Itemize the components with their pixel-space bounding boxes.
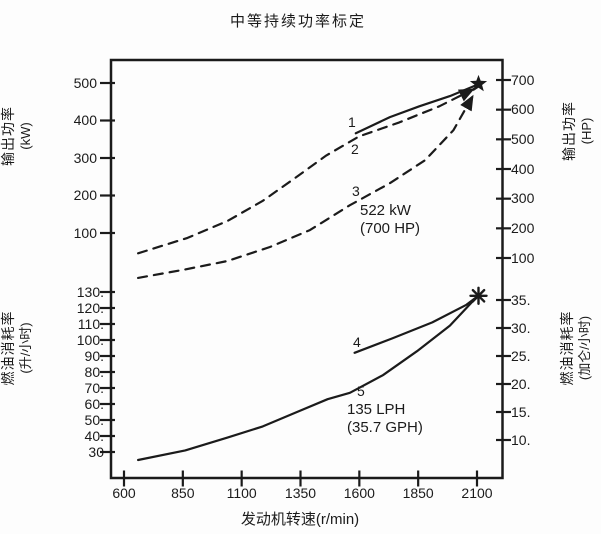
fuel-lph-tick: 60. xyxy=(84,395,104,412)
asterisk-marker xyxy=(471,288,486,303)
axis-label-text: 燃油消耗率 xyxy=(0,310,16,386)
fuel-lph-tick: 120. xyxy=(76,299,104,316)
power-hp-tick: 200 xyxy=(511,219,535,236)
annotation-line: (35.7 GPH) xyxy=(347,419,423,436)
fuel-gph-tick: 20. xyxy=(511,375,531,392)
power-hp-tick: 700 xyxy=(511,71,535,88)
power-hp-tick: 300 xyxy=(511,190,535,207)
star-marker xyxy=(469,74,488,92)
fuel-gph-tick: 30. xyxy=(511,319,531,336)
fuel-gph-tick: 25. xyxy=(511,347,531,364)
fuel-gph-tick: 35. xyxy=(511,291,531,308)
left-fuel-axis-label: 燃油消耗率 (升/小时) xyxy=(0,302,34,394)
left-power-axis-label: 输出功率 (kW) xyxy=(0,96,34,176)
axis-unit-text: (HP) xyxy=(579,117,594,145)
curve-label-5: 5 xyxy=(357,383,365,399)
rpm-tick: 600 xyxy=(112,485,136,501)
axis-unit-text: (加仑/小时) xyxy=(577,315,592,381)
power-hp-tick: 500 xyxy=(511,130,535,147)
curve-label-4: 4 xyxy=(353,334,361,350)
annotation-line: (700 HP) xyxy=(360,220,421,237)
fuel-lph-tick: 80. xyxy=(84,363,104,380)
rpm-tick: 1850 xyxy=(402,485,434,501)
power-kw-tick: 200 xyxy=(73,187,97,203)
fuel-gph-tick: 15. xyxy=(511,403,531,420)
fuel-lph-tick: 50. xyxy=(84,411,104,428)
fuel-lph-tick: 100. xyxy=(76,331,104,348)
curve-label-1: 1 xyxy=(348,114,356,130)
rated-power-annotation: 522 kW (700 HP) xyxy=(360,202,420,238)
curve-3 xyxy=(137,93,475,279)
curve-1 xyxy=(354,83,479,135)
axis-unit-text: (升/小时) xyxy=(18,322,33,374)
plot-frame xyxy=(109,58,504,480)
power-hp-tick: 400 xyxy=(511,160,535,177)
power-kw-tick: 300 xyxy=(73,149,97,166)
axis-unit-text: (kW) xyxy=(18,122,33,150)
fuel-lph-tick: 30 xyxy=(88,443,104,460)
curve-label-3: 3 xyxy=(352,183,360,199)
rpm-tick: 1600 xyxy=(343,485,375,501)
fuel-lph-tick: 90. xyxy=(84,347,104,364)
annotation-line: 522 kW xyxy=(360,202,411,219)
rpm-tick: 1350 xyxy=(284,485,317,501)
power-hp-tick: 100 xyxy=(511,249,535,266)
curve-2 xyxy=(137,87,476,255)
fuel-gph-tick: 10. xyxy=(511,431,531,448)
power-hp-tick: 600 xyxy=(511,101,535,118)
power-kw-tick: 100 xyxy=(73,224,97,241)
chart-title: 中等持续功率标定 xyxy=(229,13,366,30)
rpm-tick: 2100 xyxy=(461,485,493,501)
rated-fuel-annotation: 135 LPH (35.7 GPH) xyxy=(347,401,423,437)
power-kw-tick: 500 xyxy=(73,74,97,91)
curve-label-2: 2 xyxy=(351,141,359,157)
curve-4 xyxy=(353,295,479,354)
fuel-lph-tick: 110. xyxy=(77,315,104,332)
x-axis-label: 发动机转速(r/min) xyxy=(240,511,360,528)
fuel-lph-tick: 40. xyxy=(84,427,104,444)
axis-label-text: 输出功率 xyxy=(0,106,16,166)
rpm-tick: 1100 xyxy=(226,485,257,501)
annotation-line: 135 LPH xyxy=(347,401,406,418)
power-kw-tick: 400 xyxy=(73,112,97,128)
fuel-lph-tick: 130. xyxy=(76,283,104,300)
fuel-lph-tick: 70. xyxy=(84,379,104,396)
rpm-tick: 850 xyxy=(171,485,195,501)
curve-5 xyxy=(137,295,479,462)
